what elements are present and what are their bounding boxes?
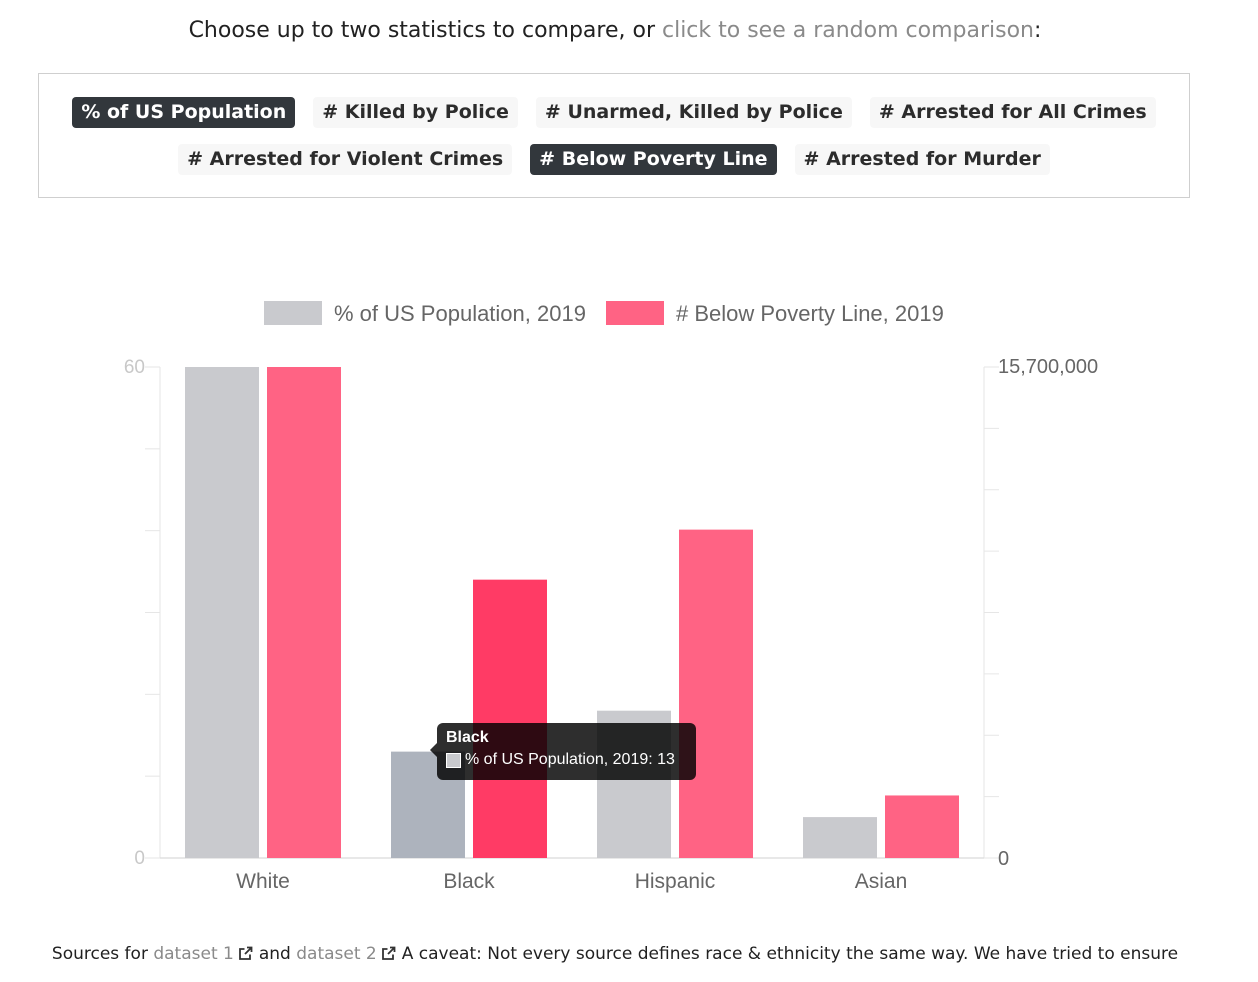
intro-text: Choose up to two statistics to compare, … <box>0 18 1230 43</box>
dataset-2-link[interactable]: dataset 2 <box>296 944 377 964</box>
legend-swatch <box>606 301 664 325</box>
dataset-1-link[interactable]: dataset 1 <box>153 944 234 964</box>
tooltip-line: % of US Population, 2019: 13 <box>446 748 687 772</box>
legend-label: % of US Population, 2019 <box>334 301 586 326</box>
x-tick-label: White <box>236 870 290 893</box>
comparison-bar-chart[interactable]: 60 0 15,700,000 0 White Black Hispanic Asian % o… <box>0 280 1240 910</box>
external-link-icon <box>381 946 396 960</box>
random-comparison-link[interactable]: click to see a random comparison <box>661 18 1034 43</box>
y-right-tick-label: 0 <box>998 848 1009 870</box>
y-right-tick-label: 15,700,000 <box>998 356 1098 378</box>
and-text: and <box>258 944 297 964</box>
bar-hispanic-series-2 <box>679 529 753 858</box>
chart-tooltip: Black % of US Population, 2019: 13 <box>430 723 696 780</box>
stat-arrested-all-crimes-button[interactable]: # Arrested for All Crimes <box>869 97 1156 128</box>
intro-prefix: Choose up to two statistics to compare, … <box>188 18 662 43</box>
stat-arrested-murder-button[interactable]: # Arrested for Murder <box>794 144 1050 175</box>
bar-white-series-1 <box>185 367 259 858</box>
caveat-text: A caveat: Not every source defines race … <box>401 944 1179 964</box>
stat-killed-by-police-button[interactable]: # Killed by Police <box>313 97 518 128</box>
tooltip-title: Black <box>446 729 489 746</box>
x-tick-label: Black <box>443 870 495 893</box>
statistic-selector: % of US Population # Killed by Police # … <box>38 73 1190 198</box>
bar-asian-series-1 <box>803 817 877 858</box>
sources-prefix: Sources for <box>51 944 154 964</box>
x-tick-label: Hispanic <box>635 870 716 893</box>
statistic-row-1: % of US Population # Killed by Police # … <box>39 97 1189 128</box>
y-left-tick-label: 0 <box>134 848 145 869</box>
tooltip-swatch <box>446 752 461 768</box>
tooltip-value: % of US Population, 2019: 13 <box>465 751 675 768</box>
x-tick-label: Asian <box>855 870 908 893</box>
bar-black-series-2 <box>473 579 547 858</box>
bar-asian-series-2 <box>885 795 959 858</box>
stat-arrested-violent-button[interactable]: # Arrested for Violent Crimes <box>178 144 513 175</box>
stat-below-poverty-button[interactable]: # Below Poverty Line <box>530 144 777 175</box>
sources-footer: Sources for dataset 1 and dataset 2 A cave… <box>0 944 1230 964</box>
legend-label: # Below Poverty Line, 2019 <box>676 301 944 326</box>
stat-unarmed-killed-button[interactable]: # Unarmed, Killed by Police <box>535 97 852 128</box>
legend-swatch <box>264 301 322 325</box>
external-link-icon <box>238 946 253 960</box>
y-left-tick-label: 60 <box>124 357 145 378</box>
bar-white-series-2 <box>267 367 341 858</box>
statistic-row-2: # Arrested for Violent Crimes # Below Po… <box>39 144 1189 175</box>
stat-us-population-button[interactable]: % of US Population <box>72 97 296 128</box>
intro-suffix: : <box>1034 18 1042 43</box>
